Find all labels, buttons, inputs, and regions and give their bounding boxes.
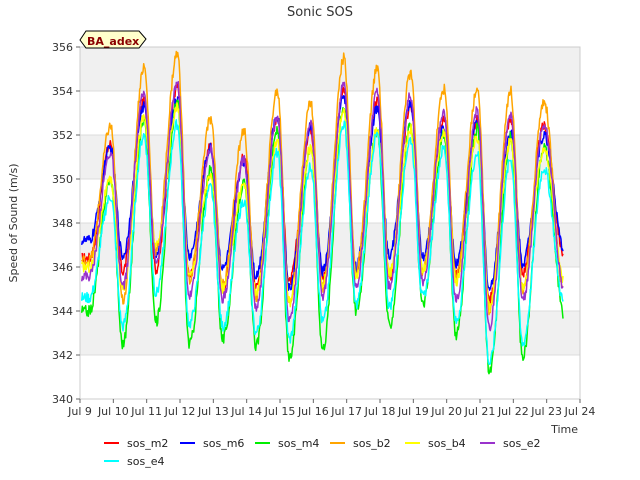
station-badge: BA_adex xyxy=(79,30,147,49)
x-tick-label: Jul 12 xyxy=(164,405,196,418)
y-tick-label: 340 xyxy=(52,393,73,406)
y-band xyxy=(80,355,580,399)
y-band xyxy=(80,135,580,179)
y-tick-label: 342 xyxy=(52,349,73,362)
y-axis-label: Speed of Sound (m/s) xyxy=(7,164,20,283)
badge-box xyxy=(79,30,147,49)
y-band xyxy=(80,47,580,91)
y-tick-label: 354 xyxy=(52,85,73,98)
series-lines xyxy=(80,50,564,375)
y-band xyxy=(80,91,580,135)
x-tick-label: Jul 10 xyxy=(97,405,129,418)
x-tick-label: Jul 13 xyxy=(197,405,229,418)
legend: sos_m2 sos_m6 sos_m4 sos_b2 sos_b4 sos_e2 sos_… xyxy=(104,437,540,468)
legend-label: sos_m4 xyxy=(278,437,319,450)
series-line-sos_e2 xyxy=(80,80,564,332)
badge-label: BA_adex xyxy=(87,35,139,48)
legend-label: sos_e4 xyxy=(127,455,164,468)
legend-label: sos_m6 xyxy=(203,437,244,450)
y-tick-label: 352 xyxy=(52,129,73,142)
y-tick-label: 348 xyxy=(52,217,73,230)
x-tick-label: Jul 9 xyxy=(67,405,92,418)
legend-label: sos_b2 xyxy=(353,437,391,450)
series-line-sos_e4 xyxy=(80,119,564,365)
y-tick-label: 350 xyxy=(52,173,73,186)
legend-label: sos_e2 xyxy=(503,437,540,450)
x-tick-label: Jul 16 xyxy=(297,405,329,418)
x-tick-label: Jul 11 xyxy=(130,405,162,418)
x-tick-label: Jul 23 xyxy=(530,405,562,418)
x-tick-label: Jul 17 xyxy=(330,405,362,418)
x-tick-label: Jul 24 xyxy=(564,405,596,418)
x-tick-label: Jul 15 xyxy=(264,405,296,418)
x-tick-label: Jul 22 xyxy=(497,405,529,418)
x-tick-label: Jul 19 xyxy=(397,405,429,418)
y-tick-label: 356 xyxy=(52,41,73,54)
legend-label: sos_b4 xyxy=(428,437,466,450)
x-tick-label: Jul 14 xyxy=(230,405,262,418)
x-tick-label: Jul 20 xyxy=(430,405,462,418)
y-tick-label: 344 xyxy=(52,305,73,318)
chart-title: Sonic SOS xyxy=(287,5,353,20)
legend-label: sos_m2 xyxy=(127,437,168,450)
x-axis-label: Time xyxy=(550,423,578,436)
x-tick-label: Jul 21 xyxy=(464,405,496,418)
y-tick-label: 346 xyxy=(52,261,73,274)
x-tick-label: Jul 18 xyxy=(364,405,396,418)
